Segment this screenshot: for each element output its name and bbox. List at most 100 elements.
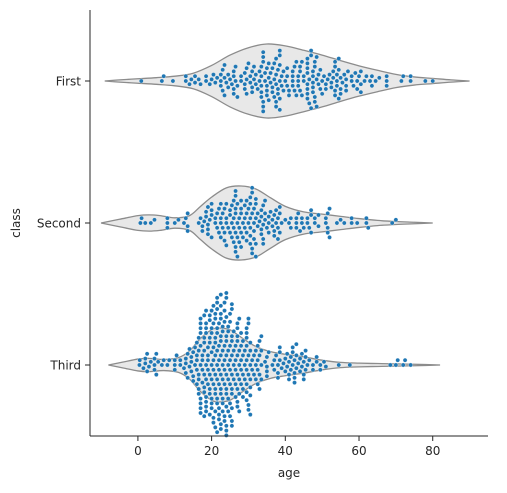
swarm-point [260,104,266,109]
swarm-point [277,53,283,58]
swarm-point [249,185,255,191]
swarm-point [233,244,238,250]
x-axis-label: age [278,466,300,480]
swarm-point [288,367,294,373]
swarm-point [165,362,170,368]
swarm-point [203,308,209,313]
swarm-point [213,409,218,414]
swarm-point [255,367,260,373]
swarm-point [176,217,181,223]
swarm-point [216,367,222,373]
swarm-point [229,81,235,87]
swarm-point [185,228,190,234]
swarm-point [233,211,238,216]
swarm-point [264,373,270,379]
swarm-point [349,215,354,221]
swarm-point [240,353,246,358]
swarm-point [201,389,207,395]
swarm-point [233,249,238,255]
swarm-point [209,377,214,382]
swarm-point [283,78,288,84]
swarm-point [310,85,316,90]
swarm-point [236,391,242,397]
swarm-point [155,359,161,365]
swarm-point [312,59,318,65]
swarm-point [305,81,310,87]
swarm-point [211,345,216,350]
swarm-point [323,86,329,92]
swarm-point [272,94,277,100]
swarm-point [316,223,321,229]
swarm-point [384,78,389,84]
swarm-point [233,343,238,349]
swarm-point [224,201,229,207]
swarm-point [144,369,150,374]
swarm-point [201,313,207,318]
swarm-point [209,349,214,355]
swarm-point [244,381,249,387]
swarm-point [229,306,235,312]
swarm-point [367,78,373,84]
swarm-point [343,83,349,89]
swarm-point [259,207,264,213]
swarm-point [246,61,251,66]
swarm-point [196,372,201,377]
swarm-point [273,353,279,358]
swarm-point [225,362,231,368]
swarm-point [222,75,227,81]
swarm-point [203,325,209,331]
swarm-point [305,220,310,226]
swarm-point [240,386,246,392]
swarm-point [138,220,143,226]
swarm-point [400,362,406,368]
swarm-point [244,389,249,395]
swarm-point [253,215,259,221]
swarm-point [301,372,306,377]
swarm-point [242,203,248,208]
swarm-point [260,241,266,247]
swarm-point [216,381,222,387]
swarm-point [270,85,275,90]
swarm-point [259,89,264,95]
swarm-point [275,370,281,376]
swarm-point [198,321,203,326]
swarm-point [260,59,266,65]
swarm-point [327,206,332,211]
swarm-point [218,316,224,321]
swarm-point [207,335,213,341]
swarm-point [209,362,214,368]
swarm-point [279,73,284,79]
swarm-point [305,65,310,71]
swarm-point [297,88,303,93]
swarm-point [233,357,238,363]
swarm-point [242,225,248,231]
swarm-point [286,88,292,93]
swarm-point [283,356,288,361]
swarm-point [235,333,240,339]
swarm-point [203,377,209,382]
swarm-point [242,70,248,76]
swarm-point [183,370,189,376]
swarm-point [284,73,290,79]
swarm-point [189,359,194,365]
swarm-point [305,362,310,368]
swarm-point [255,223,260,229]
swarm-point [229,391,235,397]
swarm-point [275,236,281,242]
swarm-point [277,357,283,363]
swarm-point [249,251,255,256]
swarm-point [399,78,404,84]
x-tick-label: 0 [134,444,142,458]
swarm-point [260,49,266,55]
swarm-point [264,354,270,360]
swarm-point [277,204,283,210]
swarm-point [211,415,216,421]
swarm-point [251,372,257,377]
swarm-point [314,354,319,360]
swarm-point [260,236,266,242]
swarm-point [227,343,233,349]
swarm-point [236,239,242,245]
swarm-point [196,335,201,341]
swarm-point [319,91,325,97]
